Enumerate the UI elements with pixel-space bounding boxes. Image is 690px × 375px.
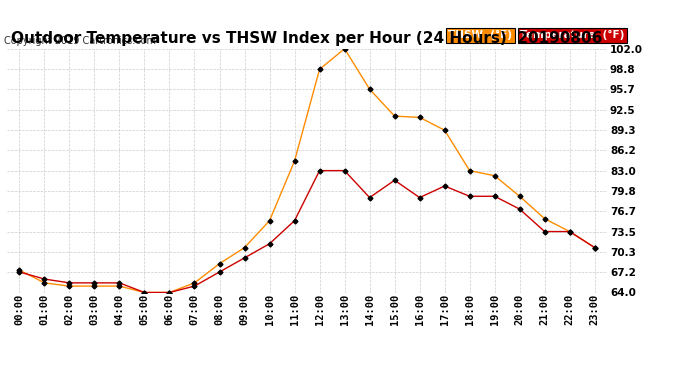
Text: Copyright 2019 Cartronics.com: Copyright 2019 Cartronics.com (4, 36, 156, 46)
Title: Outdoor Temperature vs THSW Index per Hour (24 Hours)  20190806: Outdoor Temperature vs THSW Index per Ho… (11, 31, 603, 46)
Text: Temperature  (°F): Temperature (°F) (520, 30, 624, 40)
Text: THSW  (°F): THSW (°F) (448, 30, 512, 40)
